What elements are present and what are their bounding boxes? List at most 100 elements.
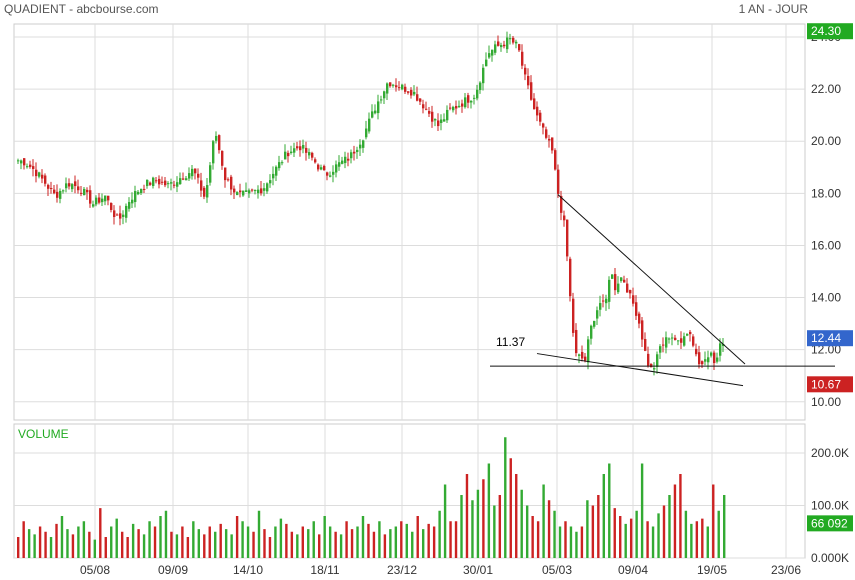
upper-trend-line	[557, 194, 746, 365]
price-candle	[344, 156, 347, 164]
price-candle	[224, 167, 227, 181]
y-tick-label: 18.00	[811, 186, 841, 200]
price-candle	[296, 146, 299, 149]
price-candle	[479, 82, 482, 91]
volume-bar	[553, 510, 556, 558]
volume-bar	[438, 510, 441, 558]
volume-bar	[684, 510, 688, 558]
volume-bar	[17, 537, 20, 558]
price-candle	[293, 148, 296, 153]
price-candle	[233, 188, 236, 193]
price-candle	[113, 210, 116, 217]
price-candle	[149, 182, 152, 185]
price-candle	[356, 149, 359, 153]
price-candle	[647, 353, 650, 366]
volume-bar	[181, 526, 184, 558]
price-candle	[35, 169, 38, 177]
price-candle	[335, 164, 338, 173]
price-candle	[674, 337, 677, 340]
price-candle	[53, 189, 56, 194]
price-candle	[434, 119, 437, 121]
price-candle	[350, 152, 353, 159]
volume-bar	[328, 526, 332, 558]
price-candle	[41, 174, 44, 179]
volume-bar	[279, 518, 283, 558]
price-candle	[95, 197, 98, 205]
price-candle	[431, 111, 434, 122]
price-candle	[416, 94, 419, 101]
volume-bar	[93, 539, 97, 558]
price-candle	[443, 119, 446, 122]
price-candle	[554, 150, 557, 170]
price-candle	[80, 192, 83, 194]
price-candle	[497, 41, 500, 46]
volume-bar	[389, 529, 392, 558]
price-candle	[101, 198, 104, 203]
price-candle	[623, 279, 626, 283]
volume-bar	[257, 510, 261, 558]
volume-bars	[17, 437, 726, 558]
price-candle	[419, 98, 422, 102]
period-label[interactable]: 1 AN - JOUR	[738, 2, 808, 16]
volume-bar	[454, 521, 458, 558]
price-candle	[239, 190, 242, 193]
volume-bar	[673, 484, 677, 558]
price-candle	[74, 181, 77, 187]
price-candle	[227, 179, 230, 181]
price-candle	[119, 213, 122, 219]
price-candle	[719, 343, 722, 356]
price-candle	[236, 192, 239, 196]
price-candle	[392, 84, 395, 86]
volume-bar	[712, 484, 715, 558]
price-candle	[92, 204, 95, 207]
price-candle	[128, 202, 131, 209]
volume-bar	[268, 537, 272, 558]
volume-bar	[372, 531, 376, 558]
price-candle	[107, 195, 110, 201]
x-tick-label: 19/05	[697, 563, 727, 577]
price-candle	[209, 165, 212, 183]
price-candle	[26, 166, 29, 168]
volume-bar	[274, 526, 277, 558]
price-candle	[590, 325, 593, 339]
price-candle	[632, 295, 635, 304]
volume-bar	[356, 526, 359, 558]
price-candle	[596, 310, 599, 319]
y-tick-label: 22.00	[811, 82, 841, 96]
price-candle	[206, 185, 209, 198]
price-candle	[701, 361, 704, 365]
price-candle	[593, 320, 596, 327]
volume-tick-label: 100.0K	[811, 499, 849, 513]
volume-bar	[432, 526, 436, 558]
price-candle	[314, 159, 317, 163]
volume-bar	[214, 531, 217, 558]
price-candle	[284, 151, 287, 160]
price-candle	[506, 37, 509, 50]
price-candle	[188, 173, 191, 179]
x-tick-label: 30/01	[463, 563, 493, 577]
price-candle	[662, 344, 665, 346]
volume-bar	[668, 495, 671, 558]
price-candle	[584, 356, 587, 361]
volume-bar	[509, 458, 512, 558]
volume-bar	[723, 495, 726, 558]
price-candle	[218, 135, 221, 151]
price-candle	[566, 219, 569, 257]
price-candle	[200, 180, 203, 191]
volume-bar	[646, 521, 649, 558]
volume-bar	[290, 531, 294, 558]
price-candle	[512, 37, 515, 43]
volume-bar	[137, 529, 140, 558]
volume-bar	[619, 516, 622, 558]
volume-bar	[224, 529, 228, 558]
volume-bar	[493, 505, 496, 558]
price-candle	[365, 128, 368, 138]
price-candle	[329, 175, 332, 177]
volume-bar	[504, 437, 507, 558]
volume-bar	[241, 521, 244, 558]
price-candle	[404, 86, 407, 92]
price-candle	[389, 82, 392, 87]
price-candle	[287, 152, 290, 157]
price-candle	[131, 199, 134, 204]
